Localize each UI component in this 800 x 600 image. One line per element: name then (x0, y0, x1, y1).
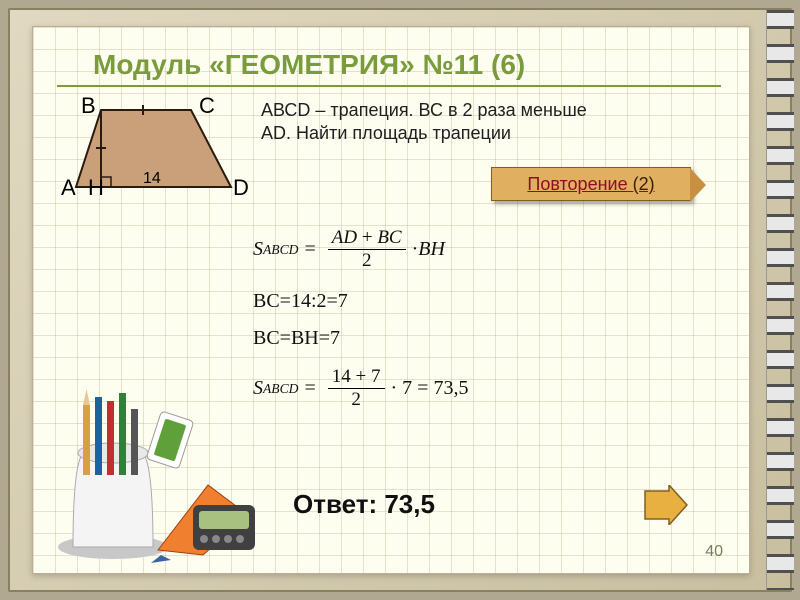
vertex-a: А (61, 175, 76, 200)
problem-line1: АВСD – трапеция. ВС в 2 раза меньше (261, 100, 587, 120)
supplies-illustration (43, 375, 273, 565)
spiral-binding (766, 10, 794, 590)
problem-text: АВСD – трапеция. ВС в 2 раза меньше АD. … (261, 99, 721, 144)
title-underline (57, 85, 721, 87)
slide-title: Модуль «ГЕОМЕТРИЯ» №11 (6) (93, 49, 525, 81)
formula-bc-calc: ВС=14:2=7 (253, 290, 468, 313)
repeat-label: Повторение (527, 174, 627, 194)
formulas-block: SABCD = AD + BC 2 · BH ВС=14:2=7 ВС=ВН=7… (253, 227, 468, 425)
vertex-d: D (233, 175, 249, 200)
repeat-count: (2) (633, 174, 655, 194)
trapezoid-diagram: В С А Н D 14 (61, 95, 251, 215)
next-arrow-button[interactable] (643, 485, 689, 525)
formula-area-numeric: SABCD = 14 + 7 2 · 7 = 73,5 (253, 366, 468, 411)
length-ad: 14 (143, 170, 161, 187)
page-number: 40 (705, 543, 723, 561)
answer-text: Ответ: 73,5 (293, 489, 435, 520)
formula-area-general: SABCD = AD + BC 2 · BH (253, 227, 468, 272)
formula-bh-eq: ВС=ВН=7 (253, 327, 468, 350)
problem-line2: АD. Найти площадь трапеции (261, 123, 511, 143)
repeat-button[interactable]: Повторение (2) (491, 167, 691, 201)
vertex-h: Н (88, 175, 104, 200)
vertex-c: С (199, 93, 215, 118)
slide-area: Модуль «ГЕОМЕТРИЯ» №11 (6) В С А Н D 14 … (32, 26, 750, 574)
vertex-b: В (81, 93, 96, 118)
outer-frame: Модуль «ГЕОМЕТРИЯ» №11 (6) В С А Н D 14 … (8, 8, 792, 592)
